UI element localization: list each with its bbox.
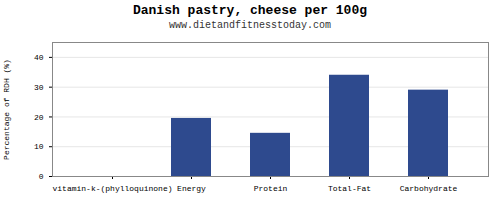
- svg-text:40: 40: [34, 53, 44, 62]
- svg-text:Protein: Protein: [254, 184, 288, 193]
- svg-text:30: 30: [34, 83, 44, 92]
- svg-text:Total-Fat: Total-Fat: [328, 184, 371, 193]
- svg-text:Carbohydrate: Carbohydrate: [400, 184, 458, 193]
- svg-text:vitamin-k-(phylloquinone): vitamin-k-(phylloquinone): [52, 184, 172, 193]
- svg-text:0: 0: [39, 172, 44, 181]
- svg-text:10: 10: [34, 142, 44, 151]
- html-text:www.dietandfitnesstoday.com: www.dietandfitnesstoday.com: [169, 20, 331, 31]
- svg-text:20: 20: [34, 113, 44, 122]
- html-text:Danish pastry, cheese per 100g: Danish pastry, cheese per 100g: [133, 3, 367, 18]
- svg-text:Energy: Energy: [177, 184, 206, 193]
- svg-text:Percentage of RDH (%): Percentage of RDH (%): [2, 59, 11, 160]
